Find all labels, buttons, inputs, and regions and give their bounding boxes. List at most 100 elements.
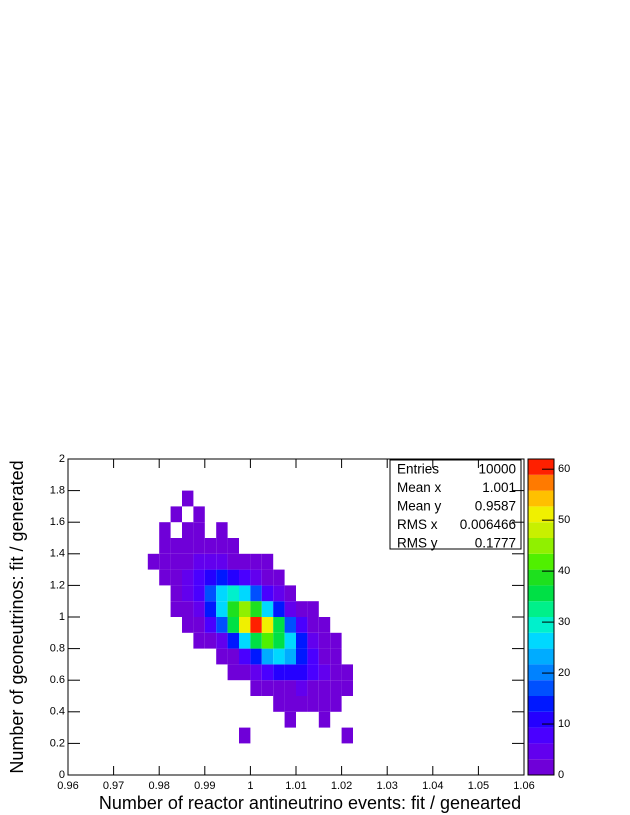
cell [261, 664, 274, 681]
cell [273, 664, 285, 681]
cell [159, 538, 171, 554]
cell [250, 585, 262, 602]
cell [216, 632, 228, 649]
color-band [528, 617, 554, 633]
cell [204, 585, 217, 602]
cells [147, 490, 353, 744]
color-bar-frame [527, 458, 555, 776]
color-band [528, 632, 554, 649]
cell [307, 664, 319, 681]
cell [227, 632, 239, 649]
cell [307, 696, 319, 712]
stats-value: 10000 [478, 462, 516, 477]
stats-label: Entries [397, 462, 439, 477]
z-tick-label: 20 [558, 667, 570, 679]
y-tick-label: 1.6 [50, 516, 65, 528]
cell [261, 632, 274, 649]
z-tick-label: 10 [558, 718, 570, 730]
cell [182, 522, 194, 538]
cell [204, 538, 217, 554]
cell [318, 632, 331, 649]
cell [307, 648, 319, 665]
cell [284, 585, 296, 602]
cell [227, 664, 239, 681]
stats-value: 0.006466 [460, 517, 516, 532]
color-band [528, 664, 554, 681]
cell [182, 490, 194, 507]
y-tick-label: 2 [59, 453, 65, 465]
cell [239, 664, 251, 681]
cell [216, 601, 228, 617]
cell [204, 553, 217, 570]
cell [261, 601, 274, 617]
color-band [528, 696, 554, 712]
color-band [528, 506, 554, 523]
cell [284, 648, 296, 665]
cell [239, 727, 251, 744]
x-tick-label: 1.06 [513, 780, 534, 792]
cell [182, 585, 194, 602]
cell [341, 680, 353, 696]
z-tick-label: 30 [558, 616, 570, 628]
cell [284, 601, 296, 617]
cell [182, 601, 194, 617]
cell [193, 569, 205, 586]
cell [273, 680, 285, 696]
cell [296, 664, 308, 681]
color-band [528, 459, 554, 475]
cell [182, 617, 194, 633]
cell [159, 522, 171, 538]
cell [216, 538, 228, 554]
cell [239, 632, 251, 649]
cell [273, 617, 285, 633]
cell [284, 696, 296, 712]
stats-label: RMS y [397, 536, 438, 551]
cell [170, 569, 182, 586]
cell [318, 664, 331, 681]
cell [284, 680, 296, 696]
cell [227, 538, 239, 554]
cell [250, 680, 262, 696]
cell [318, 696, 331, 712]
stats-label: RMS x [397, 517, 438, 532]
cell [204, 617, 217, 633]
x-tick-label: 1.01 [285, 780, 306, 792]
cell [250, 632, 262, 649]
cell [204, 601, 217, 617]
cell [296, 617, 308, 633]
stats-value: 0.9587 [475, 499, 516, 514]
color-band [528, 601, 554, 617]
y-axis-title: Number of geoneutrinos: fit / generated [7, 460, 27, 773]
z-tick-label: 40 [558, 565, 570, 577]
y-tick-label: 1 [59, 611, 65, 623]
x-tick-label: 0.96 [57, 780, 78, 792]
cell [330, 680, 342, 696]
cell [170, 601, 182, 617]
cell [250, 617, 262, 633]
cell [216, 553, 228, 570]
cell [216, 648, 228, 665]
color-band [528, 553, 554, 570]
cell [216, 522, 228, 538]
cell [318, 648, 331, 665]
x-tick-label: 0.97 [103, 780, 124, 792]
cell [216, 585, 228, 602]
cell [307, 632, 319, 649]
cell [239, 569, 251, 586]
cell [284, 711, 296, 728]
y-tick-label: 0.6 [50, 674, 65, 686]
cell [250, 553, 262, 570]
cell [239, 553, 251, 570]
cell [284, 617, 296, 633]
cell [170, 506, 182, 523]
cell [239, 617, 251, 633]
cell [318, 680, 331, 696]
x-tick-label: 1.04 [422, 780, 443, 792]
color-band [528, 711, 554, 728]
z-tick-label: 60 [558, 463, 570, 475]
cell [261, 569, 274, 586]
x-tick-label: 0.99 [194, 780, 215, 792]
cell [182, 553, 194, 570]
cell [216, 617, 228, 633]
